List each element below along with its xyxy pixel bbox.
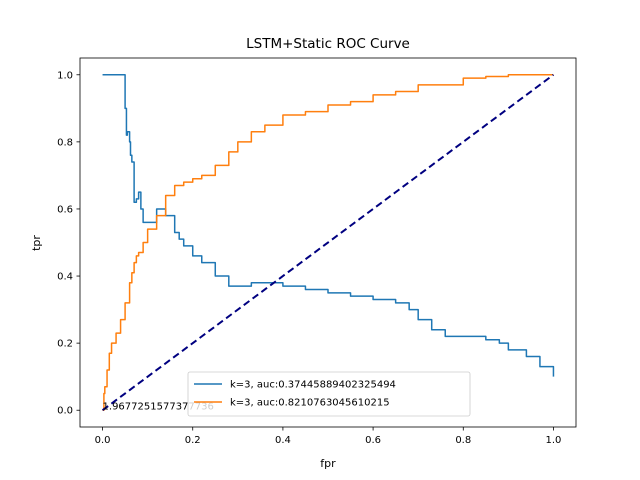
y-axis-label: tpr bbox=[30, 235, 43, 251]
x-axis-label: fpr bbox=[320, 457, 336, 470]
plot-area bbox=[79, 57, 577, 428]
series-layer bbox=[101, 73, 555, 412]
x-axis: 0.0 0.2 0.4 0.6 0.8 1.0 bbox=[95, 427, 562, 446]
diagonal-reference-line bbox=[101, 73, 555, 412]
legend-box bbox=[187, 371, 471, 417]
y-tick-label: 0.2 bbox=[57, 339, 73, 350]
plot-frame bbox=[79, 57, 577, 428]
x-tick-label: 1.0 bbox=[546, 435, 562, 446]
threshold-annotation: 1.9677251577377736 bbox=[103, 402, 214, 413]
series-line-0 bbox=[102, 74, 555, 377]
annotation-layer: 1.9677251577377736 bbox=[103, 402, 214, 413]
legend-label: k=3, auc:0.8210763045610215 bbox=[230, 398, 390, 409]
x-tick-label: 0.6 bbox=[365, 435, 381, 446]
y-tick-label: 0.0 bbox=[57, 406, 73, 417]
chart-title: LSTM+Static ROC Curve bbox=[246, 36, 410, 52]
y-tick-label: 0.6 bbox=[57, 204, 73, 215]
x-tick-label: 0.8 bbox=[455, 435, 471, 446]
series-line-1 bbox=[102, 74, 554, 411]
x-tick-label: 0.2 bbox=[185, 435, 201, 446]
y-tick-label: 0.8 bbox=[57, 137, 73, 148]
x-tick-label: 0.4 bbox=[275, 435, 291, 446]
legend-label: k=3, auc:0.37445889402325494 bbox=[230, 380, 396, 391]
x-tick-label: 0.0 bbox=[95, 435, 111, 446]
y-tick-label: 0.4 bbox=[57, 272, 73, 283]
y-tick-label: 1.0 bbox=[57, 70, 73, 81]
y-axis: 0.0 0.2 0.4 0.6 0.8 1.0 bbox=[57, 70, 80, 417]
legend: k=3, auc:0.37445889402325494 k=3, auc:0.8… bbox=[187, 371, 471, 417]
